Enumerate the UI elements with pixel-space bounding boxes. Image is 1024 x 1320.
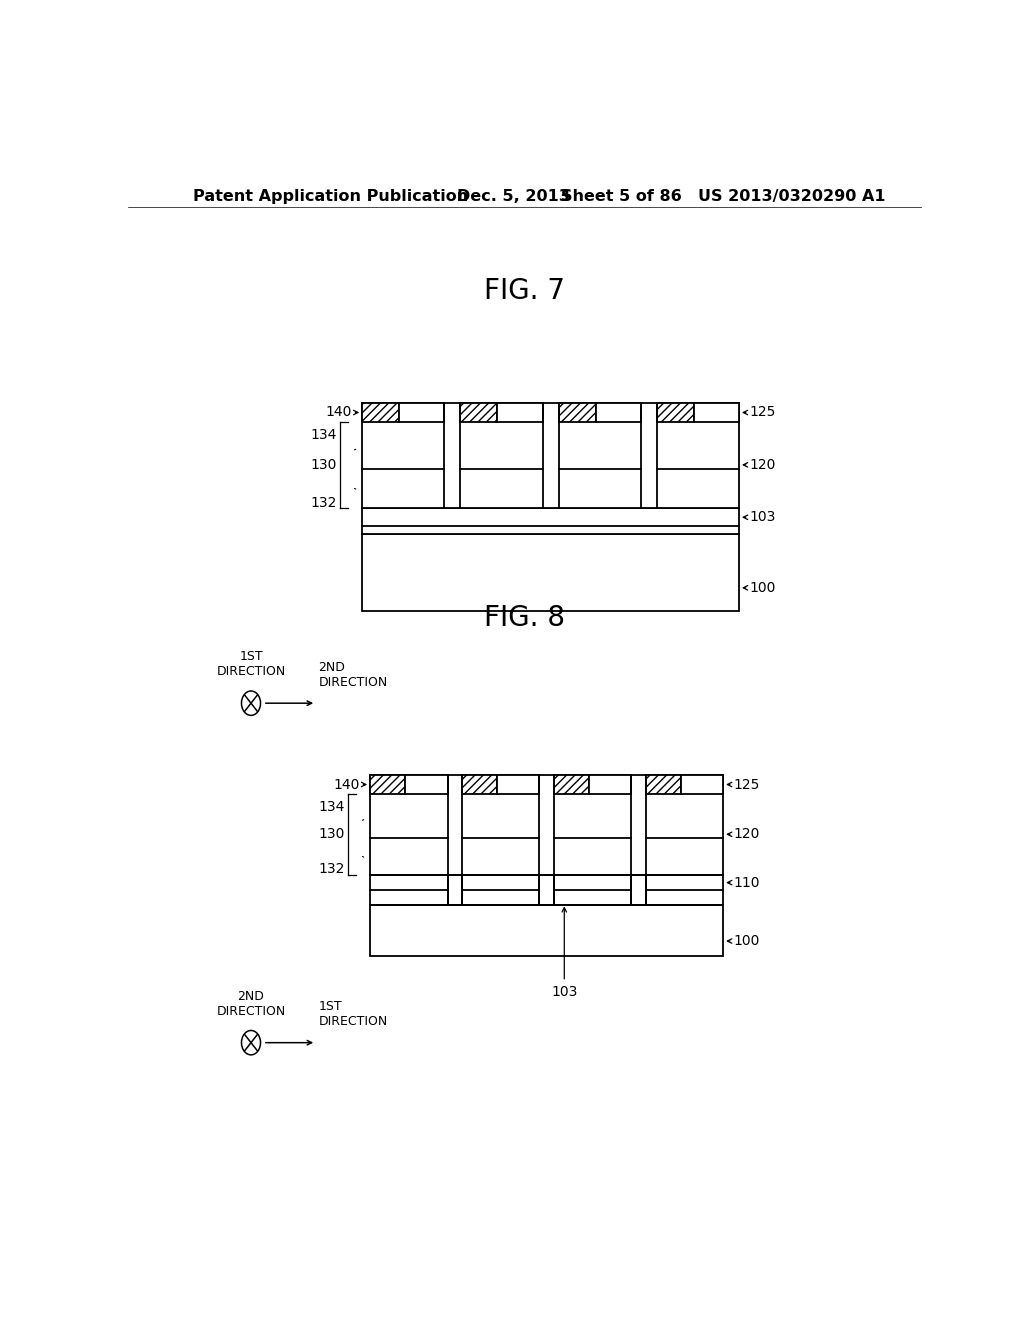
Text: Sheet 5 of 86: Sheet 5 of 86 <box>560 189 681 203</box>
Bar <box>656 404 694 421</box>
Text: 2ND
DIRECTION: 2ND DIRECTION <box>216 990 286 1018</box>
Bar <box>404 775 447 793</box>
Bar <box>370 775 404 793</box>
Text: 130: 130 <box>318 828 345 841</box>
Text: 125: 125 <box>733 777 760 792</box>
Text: 1ST
DIRECTION: 1ST DIRECTION <box>318 1001 388 1028</box>
Text: 1ST
DIRECTION: 1ST DIRECTION <box>216 651 286 678</box>
Bar <box>497 775 540 793</box>
Text: 140: 140 <box>326 405 352 420</box>
Bar <box>362 404 399 421</box>
Text: 134: 134 <box>318 800 345 814</box>
Text: 125: 125 <box>750 405 776 420</box>
Bar <box>554 775 589 793</box>
Bar <box>370 875 447 906</box>
Text: 130: 130 <box>310 458 337 471</box>
Text: FIG. 7: FIG. 7 <box>484 276 565 305</box>
Text: 100: 100 <box>733 935 760 948</box>
Bar <box>558 404 596 421</box>
Bar <box>399 404 444 421</box>
Text: 132: 132 <box>310 496 337 511</box>
Bar <box>694 404 739 421</box>
Bar <box>362 404 739 508</box>
Bar <box>645 875 723 906</box>
Bar <box>461 404 498 421</box>
Text: FIG. 8: FIG. 8 <box>484 603 565 632</box>
Bar <box>589 775 632 793</box>
Bar <box>370 906 723 956</box>
Bar <box>370 775 723 875</box>
Text: 132: 132 <box>318 862 345 876</box>
Text: Patent Application Publication: Patent Application Publication <box>194 189 468 203</box>
Text: US 2013/0320290 A1: US 2013/0320290 A1 <box>697 189 886 203</box>
Bar <box>362 508 739 535</box>
Bar <box>681 775 723 793</box>
Text: 100: 100 <box>750 581 776 595</box>
Bar <box>554 875 632 906</box>
Text: 2ND
DIRECTION: 2ND DIRECTION <box>318 660 388 689</box>
Text: 120: 120 <box>750 458 776 471</box>
Bar <box>362 535 739 611</box>
Text: 103: 103 <box>750 511 776 524</box>
Text: 110: 110 <box>733 875 760 890</box>
Bar <box>498 404 543 421</box>
Bar <box>462 775 497 793</box>
Text: Dec. 5, 2013: Dec. 5, 2013 <box>458 189 570 203</box>
Text: 103: 103 <box>551 985 578 999</box>
Text: 134: 134 <box>310 428 337 442</box>
Bar <box>596 404 641 421</box>
Text: 120: 120 <box>733 828 760 841</box>
Text: 140: 140 <box>334 777 359 792</box>
Bar <box>645 775 681 793</box>
Bar <box>462 875 540 906</box>
